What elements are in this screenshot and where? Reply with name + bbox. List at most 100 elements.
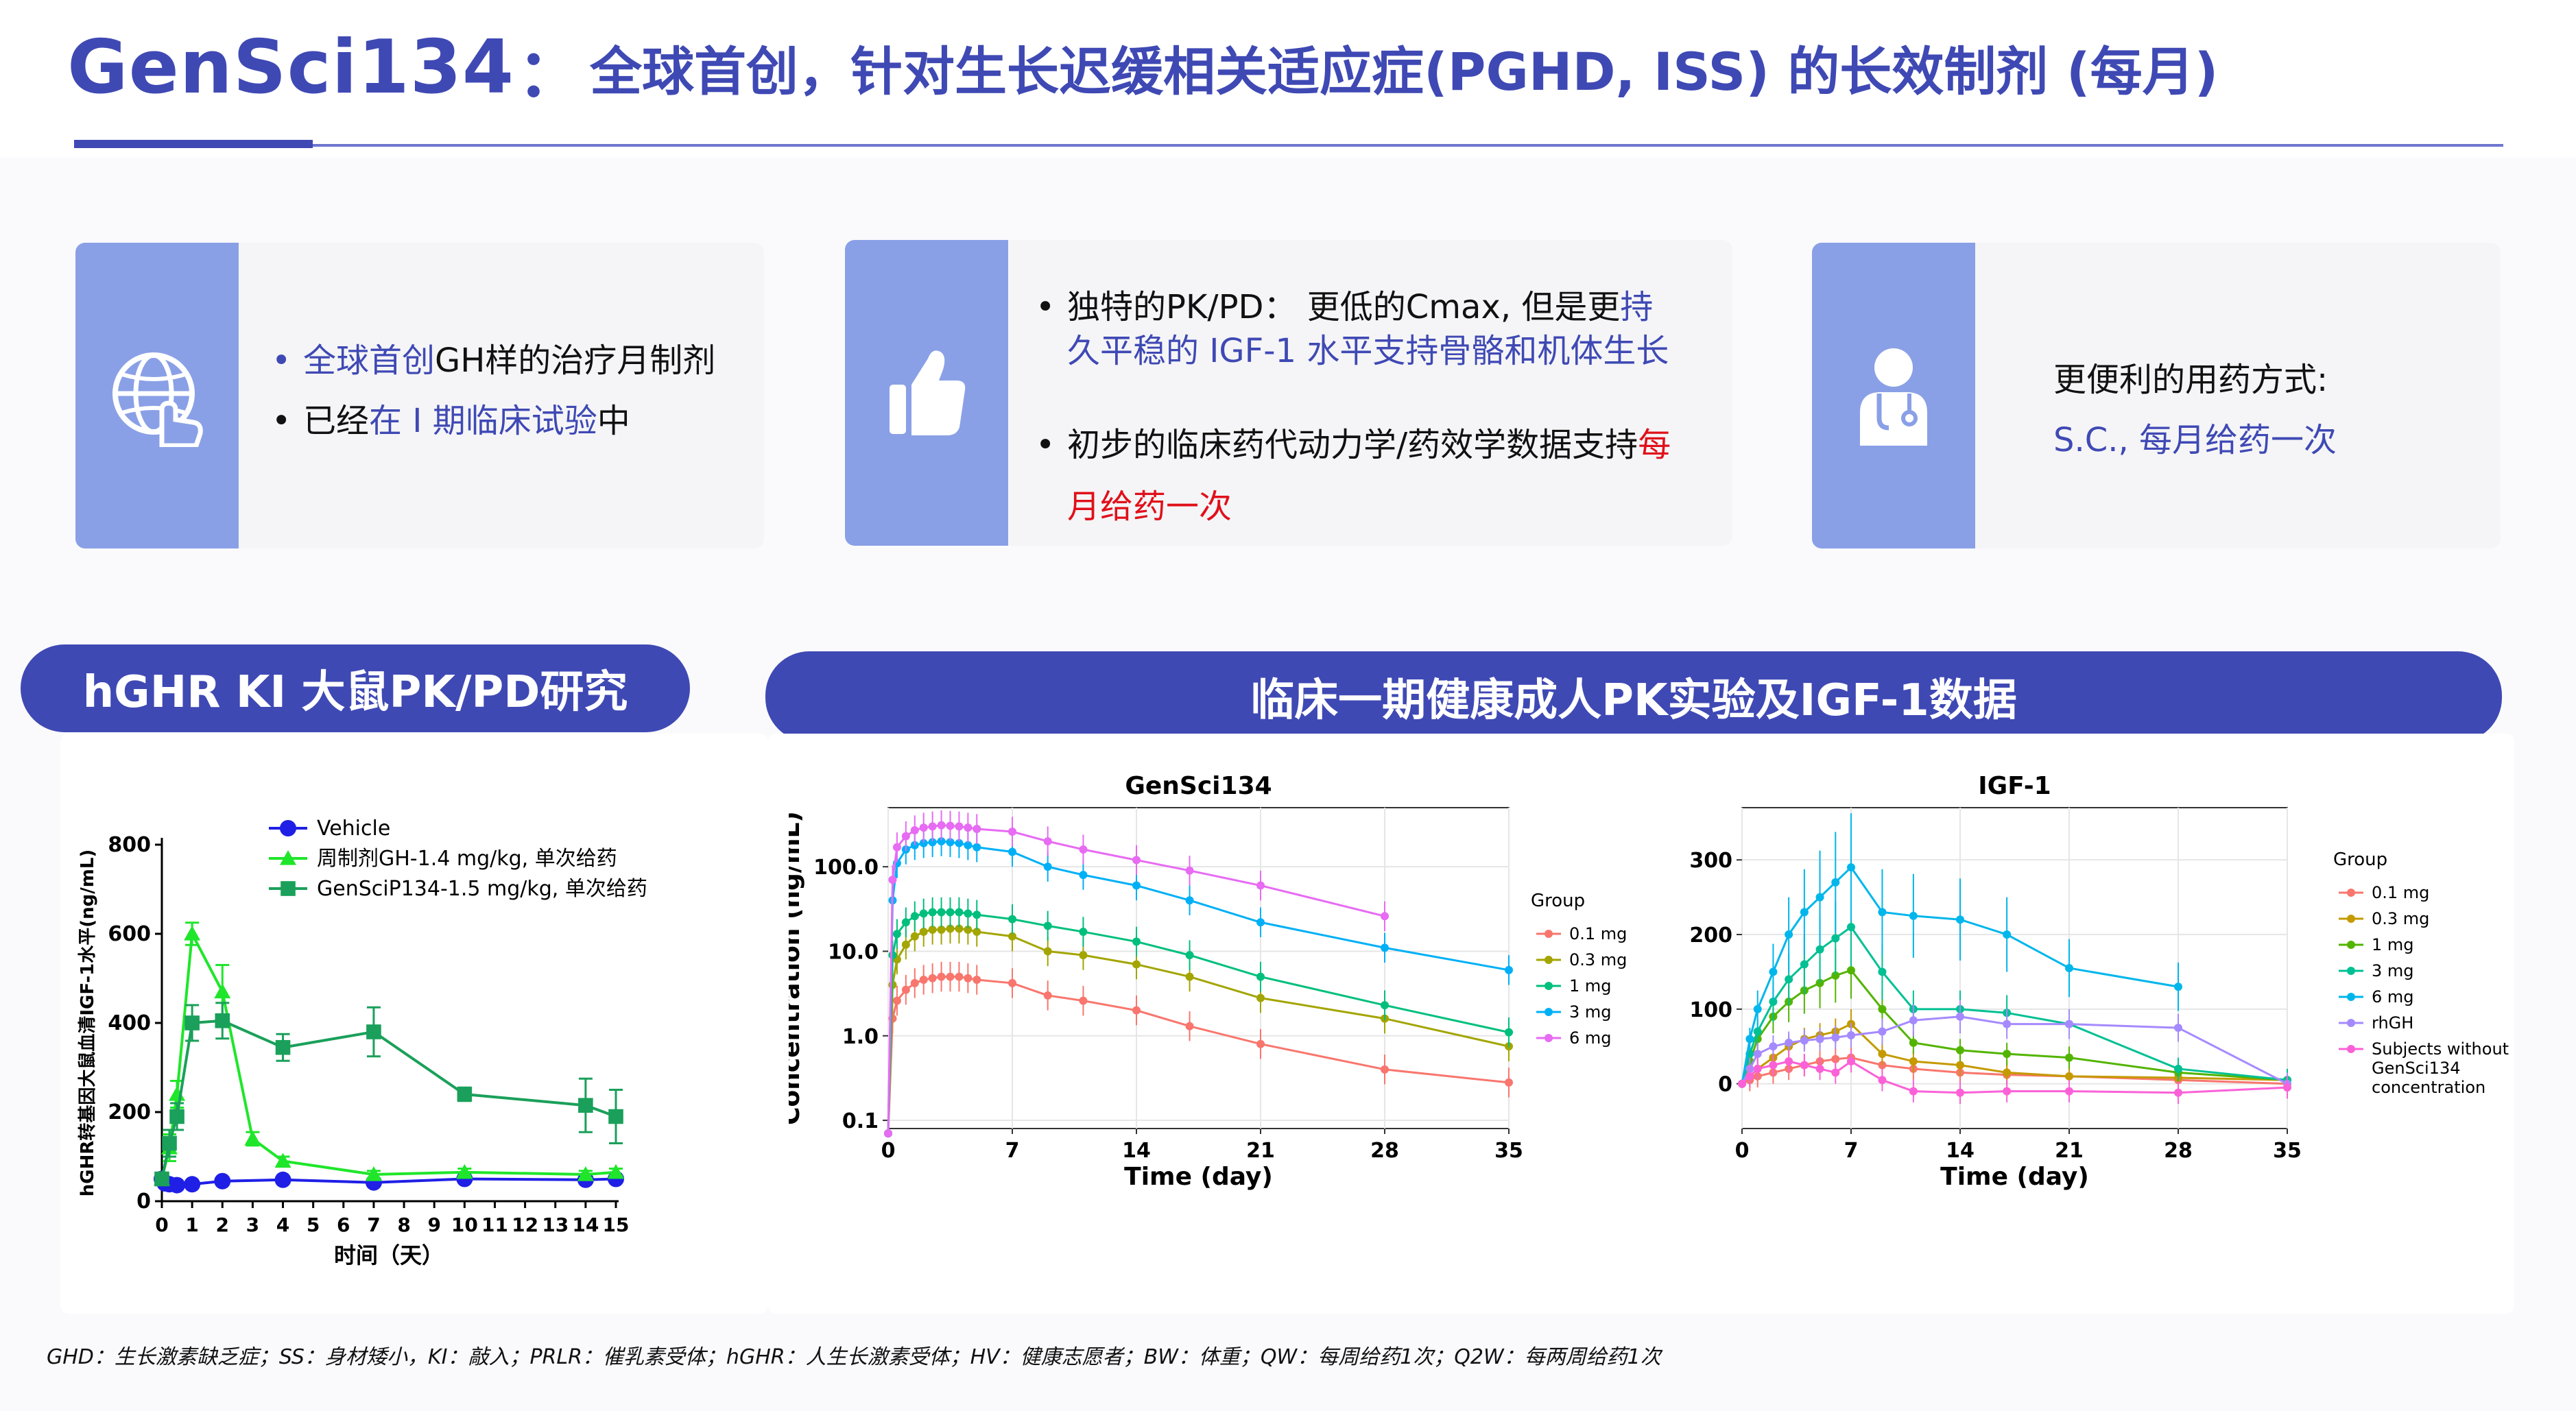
y-tick-label: 100 — [1689, 998, 1732, 1022]
data-point — [1132, 937, 1141, 946]
data-point — [901, 918, 910, 927]
data-point — [946, 908, 955, 917]
card1-line2-post: 中 — [597, 402, 630, 440]
series-line — [1741, 926, 2288, 1085]
data-point — [274, 1171, 291, 1188]
data-point — [928, 822, 937, 831]
rat-chart-panel — [60, 734, 768, 1314]
x-tick-label: 35 — [1494, 1139, 1523, 1163]
data-point — [1815, 1035, 1824, 1044]
data-point — [2065, 1072, 2073, 1081]
card2-bullet-1: 独特的PK/PD： 更低的Cmax, 但是更持 久平稳的 IGF-1 水平支持骨… — [1031, 285, 1724, 373]
data-point — [1256, 972, 1265, 981]
data-point — [1909, 1016, 1918, 1025]
data-point — [1878, 1050, 1887, 1059]
card1-line2-highlight: 在 I 期临床试验 — [369, 402, 597, 440]
data-point — [1831, 934, 1840, 943]
legend-label: 0.3 mg — [2372, 909, 2429, 928]
x-axis-title: 时间（天） — [334, 1242, 444, 1268]
data-point — [2065, 1053, 2073, 1062]
x-tick-label: 15 — [603, 1214, 630, 1236]
card3-line2: S.C., 每月给药一次 — [2053, 421, 2337, 459]
legend-marker — [1545, 930, 1553, 938]
data-point — [1753, 1050, 1762, 1059]
data-point — [1256, 881, 1265, 890]
data-point — [1878, 967, 1887, 976]
data-point — [215, 1013, 230, 1028]
card2-b2-text: 初步的临床药代动力学/药效学数据支持 — [1067, 426, 1638, 464]
data-point — [366, 1024, 381, 1039]
data-point — [1909, 1057, 1918, 1066]
data-point — [1043, 837, 1052, 846]
data-point — [1753, 1004, 1762, 1013]
legend-marker — [281, 881, 296, 896]
card2-b1-highlight-b: 久平稳的 IGF-1 水平支持骨骼和机体生长 — [1067, 332, 1669, 370]
y-tick-label: 0 — [136, 1190, 151, 1214]
data-point — [162, 1135, 177, 1151]
data-point — [1909, 911, 1918, 920]
data-point — [1008, 847, 1016, 856]
legend-marker — [2347, 967, 2355, 975]
series-line — [1741, 1022, 2288, 1085]
legend-label: 周制剂GH-1.4 mg/kg, 单次给药 — [317, 847, 617, 871]
data-point — [1815, 1064, 1824, 1073]
data-point — [892, 996, 901, 1005]
x-tick-label: 10 — [451, 1214, 478, 1236]
data-point — [1381, 943, 1389, 952]
data-point — [2174, 1064, 2182, 1073]
data-point — [154, 1171, 169, 1187]
legend-label: Subjects without GenSci134 concentration — [2372, 1039, 2509, 1097]
data-point — [1815, 945, 1824, 954]
data-point — [1381, 1001, 1389, 1010]
data-point — [928, 838, 937, 847]
legend-marker — [280, 820, 296, 836]
data-point — [1381, 1065, 1389, 1074]
data-point — [955, 822, 964, 831]
legend-marker — [280, 850, 296, 865]
data-point — [964, 909, 973, 918]
card2-b1-highlight-a: 持 — [1620, 288, 1654, 326]
data-point — [2003, 1087, 2012, 1096]
x-tick-label: 2 — [216, 1214, 229, 1236]
data-point — [1079, 951, 1088, 960]
data-point — [1256, 1039, 1265, 1048]
data-point — [937, 925, 946, 934]
data-point — [365, 1166, 382, 1181]
data-point — [169, 1177, 186, 1194]
data-point — [919, 928, 928, 937]
chart-title: IGF-1 — [1978, 772, 2051, 800]
data-point — [955, 839, 964, 847]
y-tick-label: 300 — [1689, 849, 1732, 873]
data-point — [1831, 1054, 1840, 1063]
data-point — [1878, 1061, 1887, 1070]
data-point — [1847, 966, 1855, 975]
data-point — [1831, 1033, 1840, 1042]
legend-label: 3 mg — [2372, 961, 2414, 980]
globe-hand-icon — [112, 352, 203, 447]
data-point — [937, 821, 946, 830]
x-axis-title: Time (day) — [1124, 1163, 1273, 1191]
data-point — [456, 1163, 473, 1179]
data-point — [1956, 1046, 1964, 1054]
series-line — [1741, 1057, 2288, 1085]
data-point — [2003, 1020, 2012, 1028]
x-tick-label: 11 — [481, 1214, 508, 1236]
data-point — [1847, 1030, 1855, 1039]
data-point — [1185, 972, 1194, 981]
data-point — [964, 841, 973, 849]
title-divider — [74, 144, 2503, 147]
data-point — [1132, 856, 1141, 865]
title-brand: GenSci134 — [67, 24, 515, 110]
legend-label: Vehicle — [317, 817, 390, 841]
card3-line1: 更便利的用药方式: — [2053, 361, 2328, 399]
data-point — [214, 983, 231, 999]
series-line — [160, 929, 617, 1179]
x-tick-label: 14 — [1946, 1139, 1975, 1163]
x-tick-label: 14 — [572, 1214, 599, 1236]
data-point — [1132, 881, 1141, 890]
data-point — [1878, 1004, 1887, 1013]
data-point — [955, 924, 964, 933]
data-point — [1008, 828, 1016, 836]
